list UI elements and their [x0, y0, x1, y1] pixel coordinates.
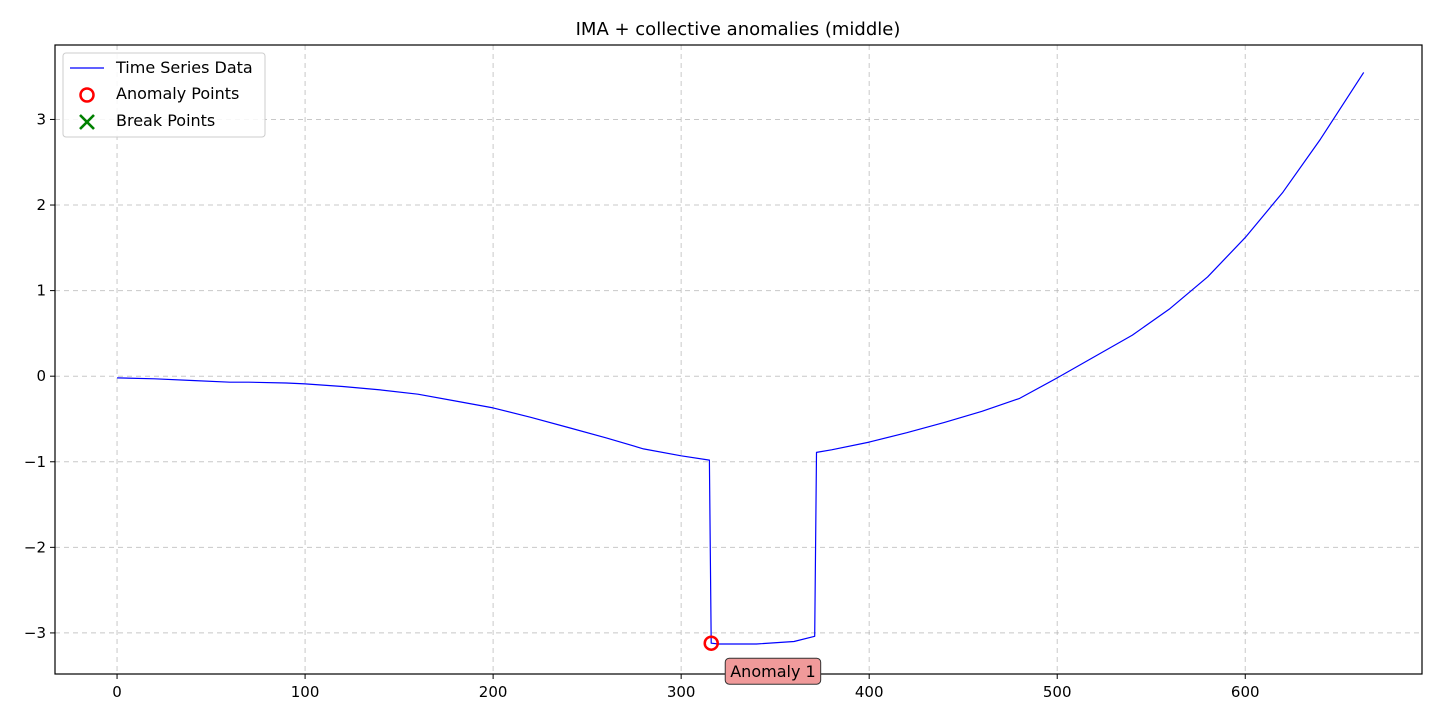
x-tick-label: 300: [667, 683, 696, 701]
y-tick-label: −2: [24, 538, 46, 556]
annotation: Anomaly 1: [724, 657, 822, 685]
y-tick-label: 2: [36, 196, 46, 214]
annotation-label: Anomaly 1: [730, 662, 815, 681]
grid: [55, 45, 1422, 674]
legend-label-anomaly: Anomaly Points: [116, 84, 239, 103]
x-axis: 0 100 200 300 400 500 600: [112, 674, 1260, 701]
y-axis: −3 −2 −1 0 1 2 3: [24, 110, 55, 642]
y-tick-label: 3: [36, 110, 46, 128]
y-tick-label: 1: [36, 282, 46, 300]
legend-break-marker: [79, 114, 95, 130]
legend-box: [62, 52, 266, 138]
marker-layer: [703, 635, 719, 651]
annotation-box: [724, 657, 822, 685]
y-tick-label: −3: [24, 624, 46, 642]
legend-anomaly-marker: [79, 87, 95, 103]
x-tick-label: 600: [1231, 683, 1260, 701]
anomaly-point: [703, 635, 719, 651]
x-tick-label: 100: [291, 683, 320, 701]
legend-label-break: Break Points: [116, 111, 215, 130]
chart-title: IMA + collective anomalies (middle): [576, 19, 901, 40]
x-tick-label: 500: [1043, 683, 1072, 701]
annotation-layer: Anomaly 1: [724, 657, 822, 685]
legend: Time Series Data Anomaly Points Break Po…: [62, 52, 266, 138]
y-tick-label: 0: [36, 367, 46, 385]
y-tick-label: −1: [24, 453, 46, 471]
x-tick-label: 400: [855, 683, 884, 701]
legend-label-series: Time Series Data: [115, 58, 253, 77]
x-tick-label: 200: [479, 683, 508, 701]
x-tick-label: 0: [112, 683, 122, 701]
